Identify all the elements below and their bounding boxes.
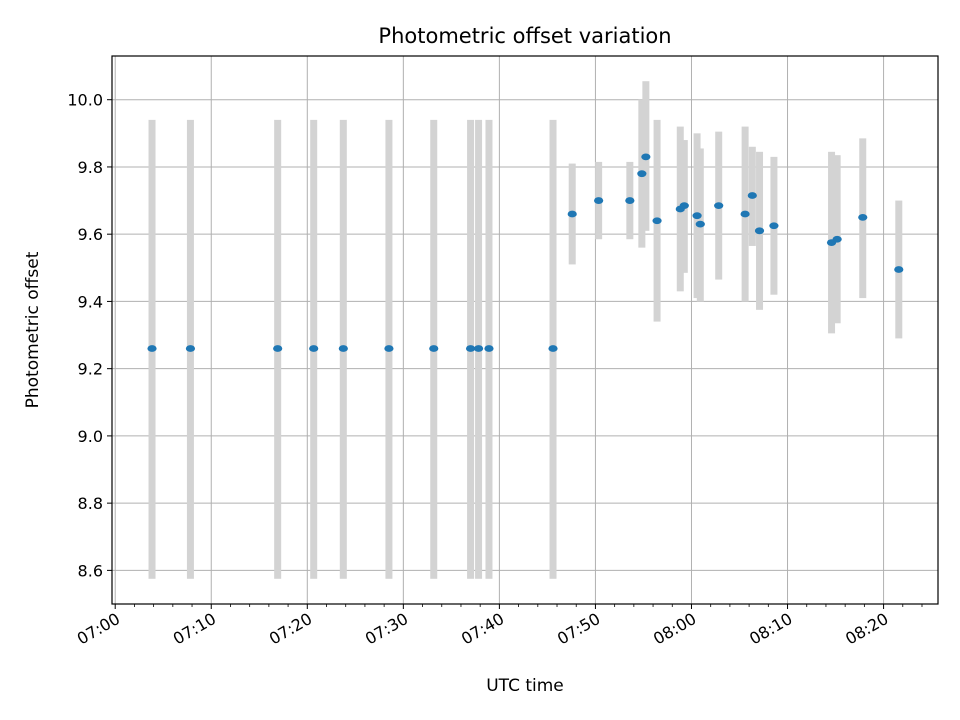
- data-point: [858, 213, 868, 221]
- data-point: [384, 345, 394, 352]
- grid: [112, 56, 938, 604]
- data-point: [754, 227, 765, 235]
- data-point: [652, 217, 662, 225]
- data-point: [769, 222, 779, 230]
- data-point: [692, 212, 702, 220]
- data-point: [309, 345, 319, 352]
- y-tick-label: 9.4: [78, 292, 103, 311]
- chart-title: Photometric offset variation: [378, 24, 671, 48]
- data-point: [473, 345, 484, 352]
- data-point: [567, 210, 577, 218]
- y-axis: 8.6 8.8 9.0 9.2 9.4 9.6 9.8 10.0: [67, 91, 112, 580]
- y-tick-label: 10.0: [67, 91, 103, 110]
- data-points: [147, 153, 904, 352]
- data-point: [740, 210, 750, 218]
- y-axis-title: Photometric offset: [23, 251, 43, 408]
- y-tick-label: 9.8: [78, 158, 103, 177]
- data-point: [894, 266, 904, 273]
- data-point: [695, 220, 705, 228]
- y-tick-label: 8.6: [78, 561, 103, 580]
- data-point: [338, 345, 348, 352]
- data-point: [147, 345, 157, 352]
- data-point: [714, 202, 724, 210]
- data-point: [625, 197, 635, 204]
- data-point: [484, 345, 494, 352]
- data-point: [832, 235, 842, 243]
- y-tick-label: 8.8: [78, 494, 103, 513]
- y-tick-label: 9.0: [78, 427, 103, 446]
- data-point: [273, 345, 283, 352]
- y-tick-label: 9.2: [78, 360, 103, 379]
- data-point: [637, 170, 647, 178]
- axes-frame: [111, 55, 939, 605]
- x-axis-title: UTC time: [486, 676, 564, 696]
- data-point: [548, 345, 558, 352]
- data-point: [429, 345, 439, 352]
- data-point: [641, 153, 651, 161]
- data-point: [594, 197, 604, 204]
- plot-area: [111, 55, 939, 605]
- data-point: [747, 192, 757, 199]
- data-point: [465, 345, 476, 352]
- data-point: [679, 202, 689, 210]
- y-tick-label: 9.6: [78, 225, 103, 244]
- data-point: [185, 345, 196, 352]
